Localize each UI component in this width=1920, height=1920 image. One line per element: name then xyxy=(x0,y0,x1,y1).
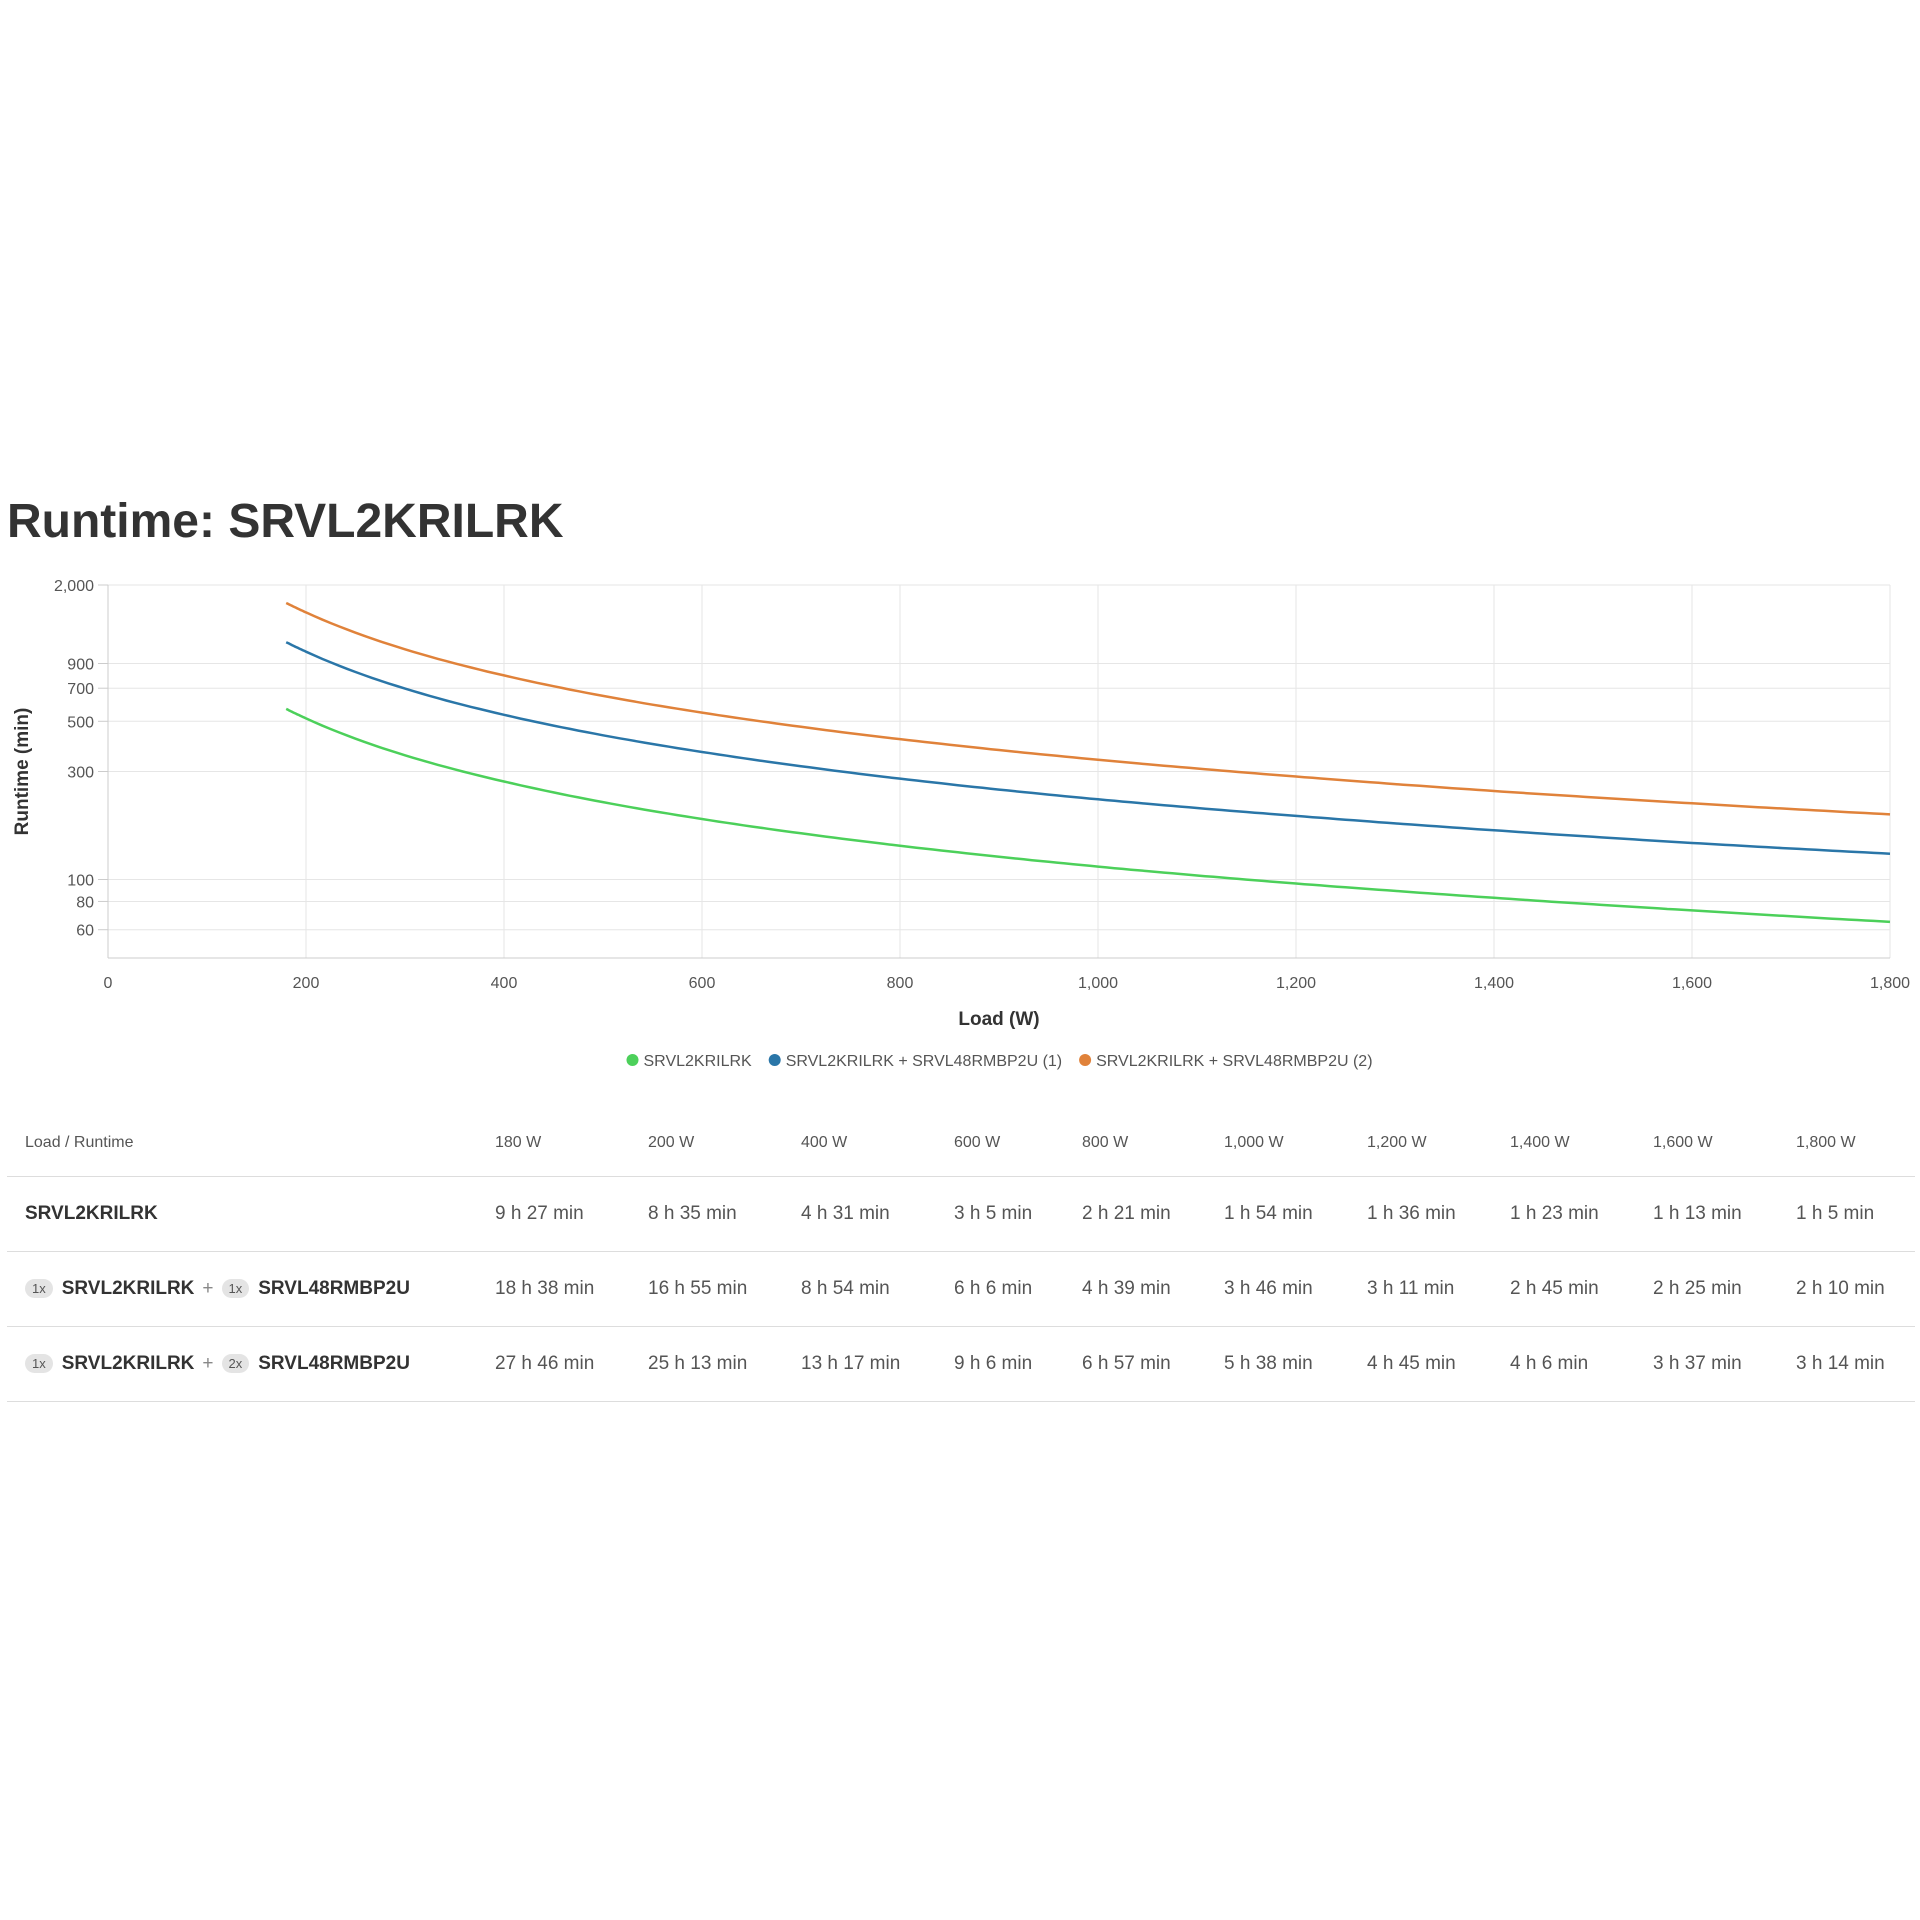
legend-marker xyxy=(626,1054,639,1066)
product-name: SRVL2KRILRK xyxy=(61,1352,195,1374)
series-line-3 xyxy=(285,601,1891,816)
series-line-2 xyxy=(285,641,1891,855)
table-row: 1x SRVL2KRILRK +1x SRVL48RMBP2U 18 h 38 min… xyxy=(7,1251,1915,1327)
y-tick-label: 80 xyxy=(76,894,94,911)
y-tick-label: 900 xyxy=(67,656,94,673)
legend-marker xyxy=(1079,1054,1092,1066)
row-product-name: SRVL2KRILRK xyxy=(7,1176,477,1252)
table-header-cell: 800 W xyxy=(1064,1110,1206,1177)
runtime-cell: 3 h 14 min xyxy=(1778,1326,1915,1402)
runtime-cell: 2 h 45 min xyxy=(1492,1251,1635,1327)
runtime-chart: 0 200 400 600 800 1,000 1,200 1,400 1,600 1,800 60… xyxy=(12,578,1910,1070)
x-tick-label: 800 xyxy=(887,975,914,992)
runtime-cell: 16 h 55 min xyxy=(630,1251,783,1327)
table-header-row: Load / Runtime 180 W 200 W 400 W 600 W 8… xyxy=(7,1110,1915,1177)
legend-item: SRVL2KRILRK + SRVL48RMBP2U (2) xyxy=(1079,1053,1373,1070)
x-tick-label: 0 xyxy=(104,975,113,992)
series-lines xyxy=(285,601,1891,924)
runtime-cell: 2 h 21 min xyxy=(1064,1176,1206,1252)
runtime-cell: 1 h 23 min xyxy=(1492,1176,1635,1252)
runtime-cell: 9 h 27 min xyxy=(477,1176,630,1252)
table-row: SRVL2KRILRK 9 h 27 min 8 h 35 min 4 h 31… xyxy=(7,1176,1915,1252)
runtime-cell: 8 h 35 min xyxy=(630,1176,783,1252)
quantity-badge: 2x xyxy=(221,1354,250,1374)
plus-sign: + xyxy=(202,1353,214,1374)
runtime-cell: 3 h 5 min xyxy=(936,1176,1064,1252)
runtime-cell: 4 h 45 min xyxy=(1349,1326,1492,1402)
runtime-cell: 4 h 31 min xyxy=(783,1176,936,1252)
y-axis-title: Runtime (min) xyxy=(12,708,33,836)
y-tick-label: 300 xyxy=(67,765,94,782)
table-header-cell: 1,400 W xyxy=(1492,1110,1635,1177)
runtime-cell: 13 h 17 min xyxy=(783,1326,936,1402)
x-tick-label: 1,800 xyxy=(1870,975,1910,992)
runtime-cell: 1 h 36 min xyxy=(1349,1176,1492,1252)
y-tick-label: 700 xyxy=(67,681,94,698)
x-tick-label: 200 xyxy=(293,975,320,992)
runtime-cell: 5 h 38 min xyxy=(1206,1326,1349,1402)
table-header-cell: 400 W xyxy=(783,1110,936,1177)
y-tick-label: 60 xyxy=(76,923,94,940)
legend-label: SRVL2KRILRK + SRVL48RMBP2U (2) xyxy=(1096,1053,1372,1070)
runtime-table: Load / Runtime 180 W 200 W 400 W 600 W 8… xyxy=(7,1110,1915,1402)
y-tick-label: 100 xyxy=(67,873,94,890)
table-header-cell: 180 W xyxy=(477,1110,630,1177)
x-tick-label: 1,000 xyxy=(1078,975,1118,992)
legend-marker xyxy=(768,1054,781,1066)
runtime-cell: 6 h 6 min xyxy=(936,1251,1064,1327)
x-axis-title: Load (W) xyxy=(958,1009,1039,1030)
legend-label: SRVL2KRILRK xyxy=(644,1053,753,1070)
plus-sign: + xyxy=(202,1278,214,1299)
runtime-cell: 1 h 5 min xyxy=(1778,1176,1915,1252)
runtime-cell: 2 h 25 min xyxy=(1635,1251,1778,1327)
product-name: SRVL2KRILRK xyxy=(61,1277,195,1299)
table-row: 1x SRVL2KRILRK +2x SRVL48RMBP2U 27 h 46 min… xyxy=(7,1326,1915,1402)
x-tick-label: 1,400 xyxy=(1474,975,1514,992)
runtime-cell: 3 h 46 min xyxy=(1206,1251,1349,1327)
series-line-1 xyxy=(285,707,1891,924)
runtime-cell: 18 h 38 min xyxy=(477,1251,630,1327)
x-tick-label: 1,200 xyxy=(1276,975,1316,992)
grid-lines xyxy=(108,584,1891,958)
table-header-cell: 1,000 W xyxy=(1206,1110,1349,1177)
table-header-cell: 600 W xyxy=(936,1110,1064,1177)
runtime-cell: 1 h 13 min xyxy=(1635,1176,1778,1252)
y-tick-label: 500 xyxy=(67,714,94,731)
quantity-badge: 1x xyxy=(25,1354,53,1374)
product-name: SRVL48RMBP2U xyxy=(258,1352,410,1374)
legend-label: SRVL2KRILRK + SRVL48RMBP2U (1) xyxy=(786,1053,1062,1070)
x-tick-label: 400 xyxy=(491,975,518,992)
page-title: Runtime: SRVL2KRILRK xyxy=(7,495,564,548)
legend-item: SRVL2KRILRK + SRVL48RMBP2U (1) xyxy=(768,1053,1062,1070)
quantity-badge: 1x xyxy=(25,1279,53,1299)
table-header-cell: Load / Runtime xyxy=(7,1110,477,1177)
quantity-badge: 1x xyxy=(221,1279,250,1299)
row-product-combo: 1x SRVL2KRILRK +1x SRVL48RMBP2U xyxy=(7,1251,477,1327)
runtime-cell: 27 h 46 min xyxy=(477,1326,630,1402)
runtime-cell: 9 h 6 min xyxy=(936,1326,1064,1402)
runtime-cell: 4 h 39 min xyxy=(1064,1251,1206,1327)
runtime-cell: 8 h 54 min xyxy=(783,1251,936,1327)
runtime-cell: 4 h 6 min xyxy=(1492,1326,1635,1402)
table-header-cell: 1,600 W xyxy=(1635,1110,1778,1177)
x-tick-label: 600 xyxy=(689,975,716,992)
table-header-cell: 1,800 W xyxy=(1778,1110,1915,1177)
runtime-cell: 25 h 13 min xyxy=(630,1326,783,1402)
runtime-cell: 3 h 37 min xyxy=(1635,1326,1778,1402)
runtime-cell: 1 h 54 min xyxy=(1206,1176,1349,1252)
runtime-cell: 2 h 10 min xyxy=(1778,1251,1915,1327)
legend: SRVL2KRILRK SRVL2KRILRK + SRVL48RMBP2U (1… xyxy=(626,1053,1373,1070)
table-header-cell: 200 W xyxy=(630,1110,783,1177)
legend-item: SRVL2KRILRK xyxy=(626,1053,753,1070)
axes: 0 200 400 600 800 1,000 1,200 1,400 1,600 1,800 60… xyxy=(54,578,1910,992)
product-name: SRVL48RMBP2U xyxy=(258,1277,410,1299)
table-header-cell: 1,200 W xyxy=(1349,1110,1492,1177)
row-product-combo: 1x SRVL2KRILRK +2x SRVL48RMBP2U xyxy=(7,1326,477,1402)
runtime-cell: 3 h 11 min xyxy=(1349,1251,1492,1327)
x-tick-label: 1,600 xyxy=(1672,975,1712,992)
runtime-cell: 6 h 57 min xyxy=(1064,1326,1206,1402)
y-tick-label: 2,000 xyxy=(54,578,94,595)
